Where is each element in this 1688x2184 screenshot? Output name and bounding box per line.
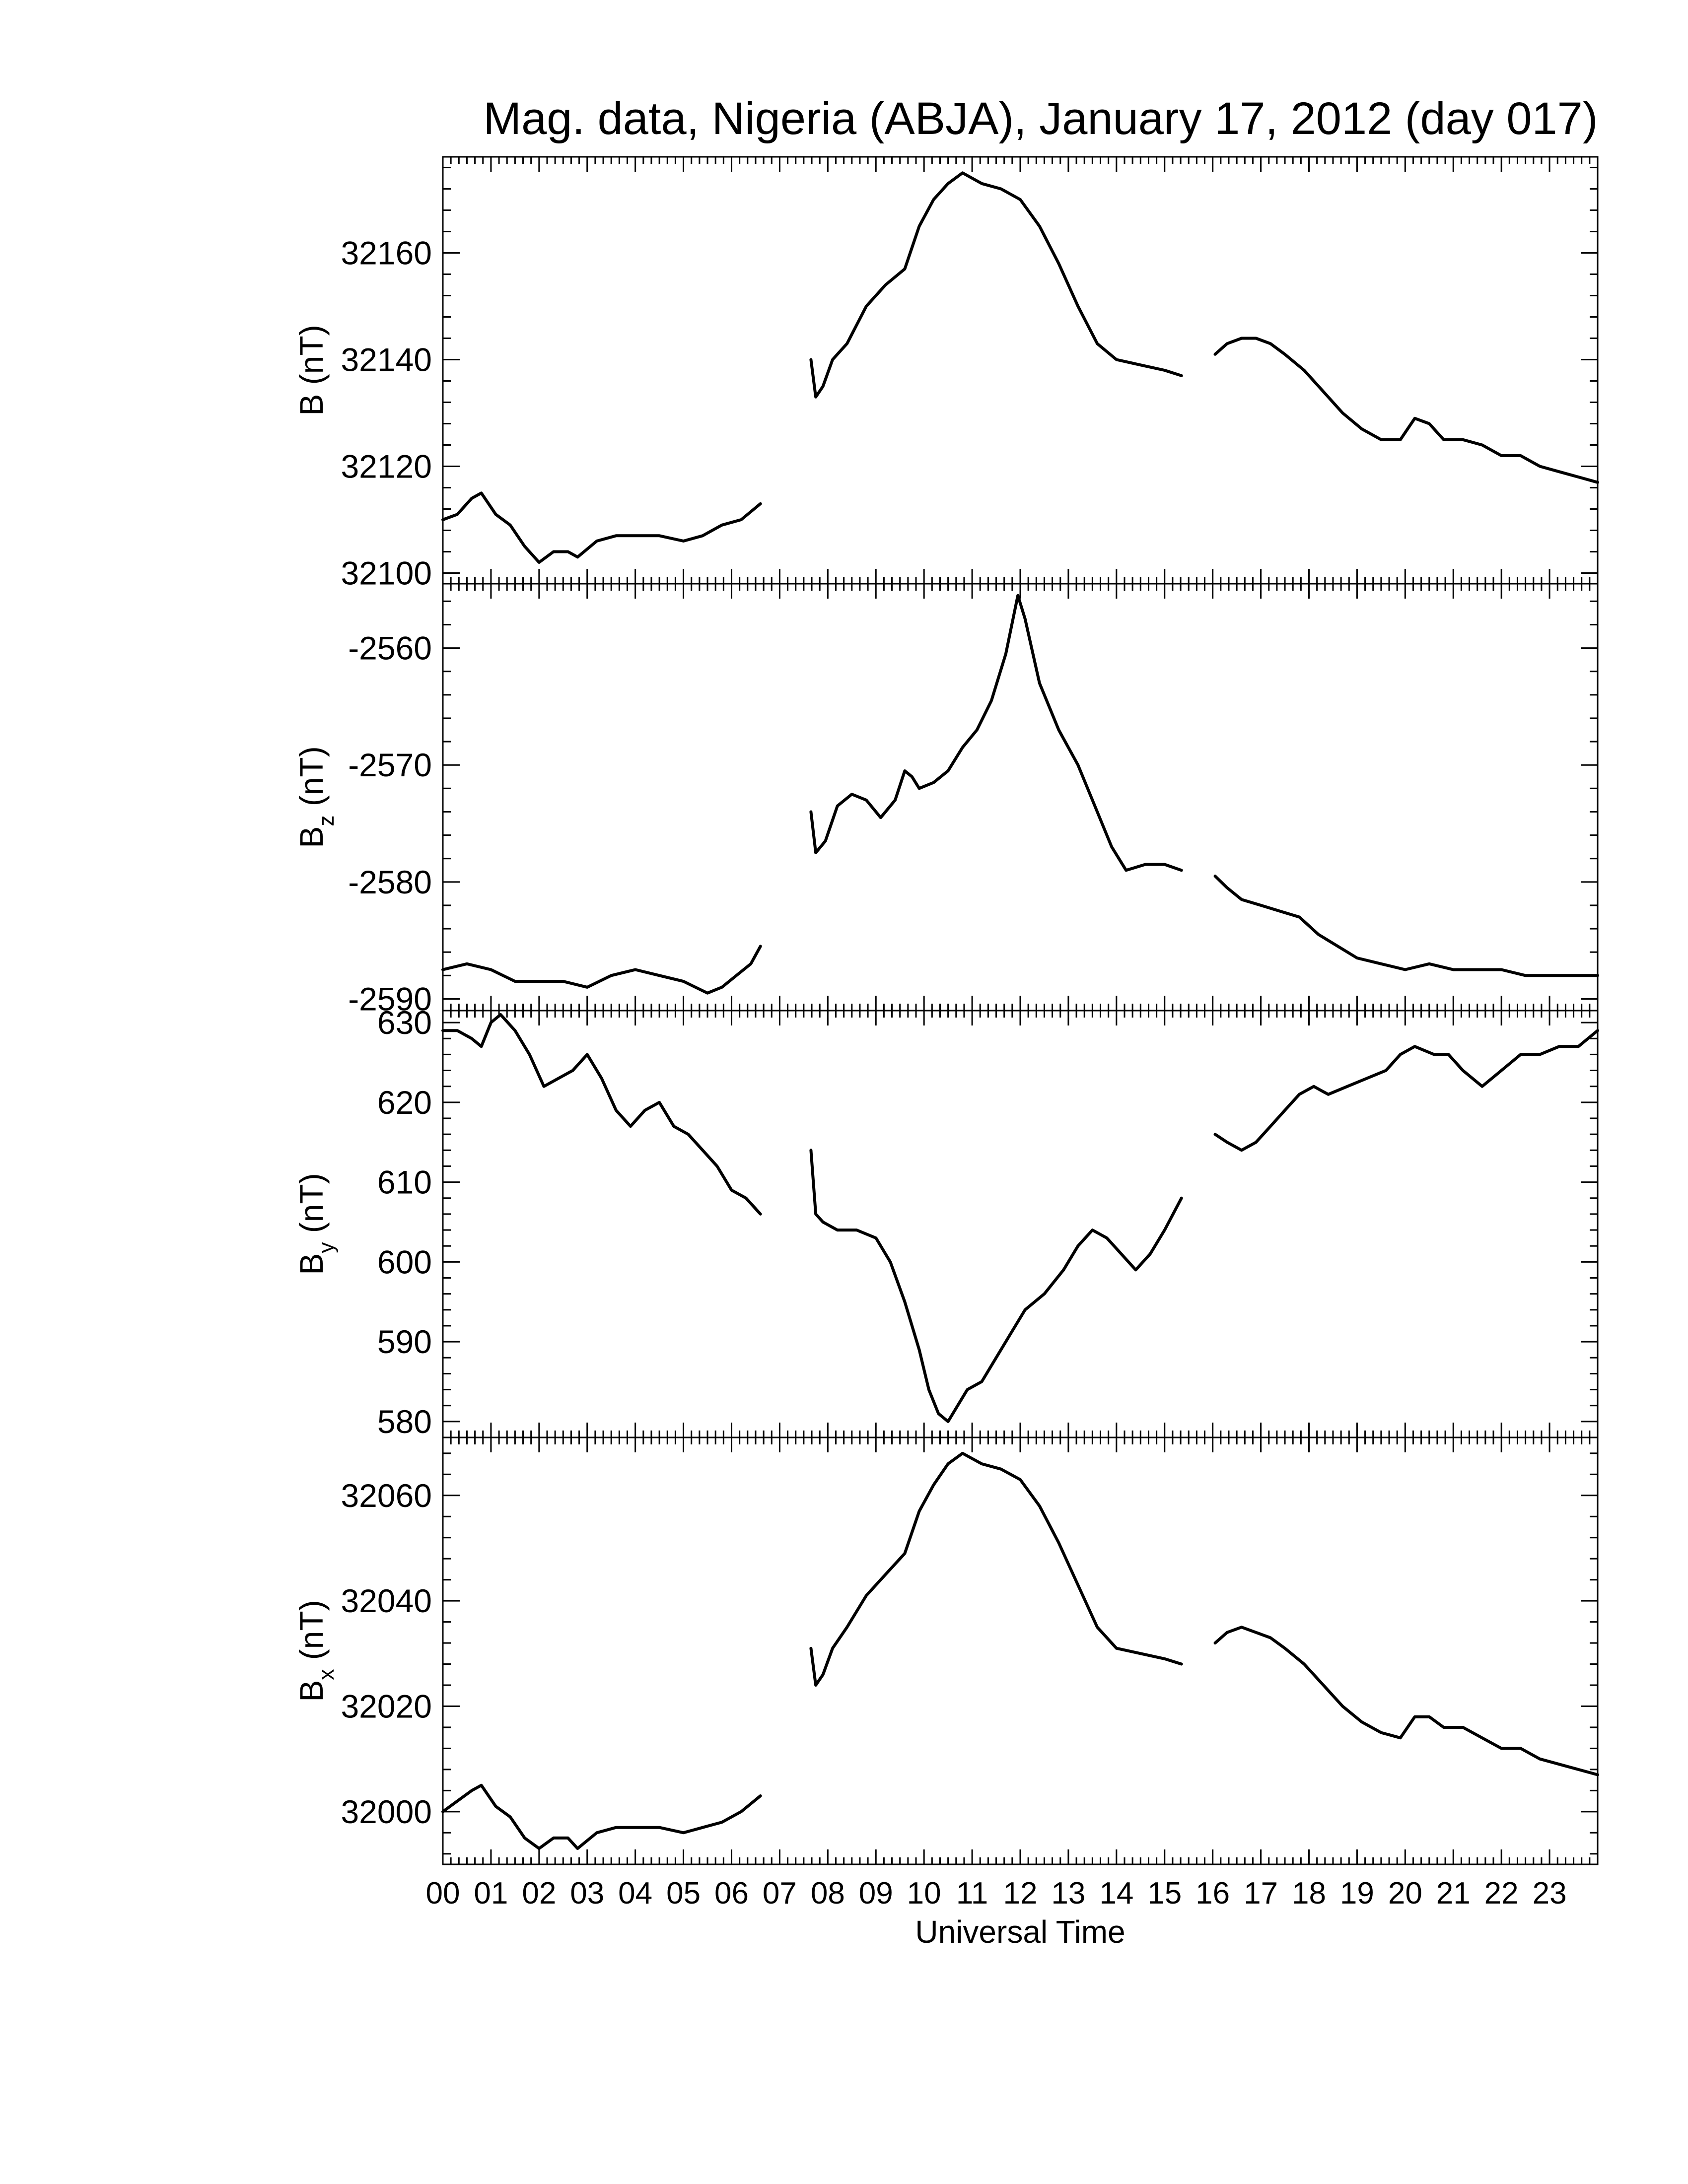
y-label-symbol: B (293, 1680, 330, 1702)
x-tick-label: 18 (1292, 1876, 1326, 1911)
y-tick-label: 32160 (341, 235, 432, 272)
x-tick-label: 09 (859, 1876, 893, 1911)
y-tick-label: 32120 (341, 448, 432, 485)
x-tick-label: 22 (1484, 1876, 1519, 1911)
y-axis-label: Bx (nT) (293, 1600, 339, 1702)
trace-segment-1 (809, 171, 1183, 399)
figure-title: Mag. data, Nigeria (ABJA), January 17, 2… (484, 93, 1598, 144)
x-tick-label: 13 (1051, 1876, 1085, 1911)
y-tick-label: 610 (377, 1164, 432, 1201)
x-tick-label: 11 (956, 1876, 988, 1911)
y-tick-label: -2570 (348, 747, 432, 783)
y-tick-label: 600 (377, 1243, 432, 1280)
y-tick-label: 32020 (341, 1688, 432, 1724)
x-tick-label: 02 (522, 1876, 556, 1911)
x-tick-label: 08 (811, 1876, 845, 1911)
x-tick-label: 04 (618, 1876, 652, 1911)
panel-0: 32100 32120 32140 32160 B (nT) (293, 156, 1599, 592)
x-axis: 00 01 02 03 04 05 06 07 08 09 10 11 12 13 14 15 16 17 18 19… (426, 1876, 1567, 1911)
trace-segment-0 (441, 945, 762, 995)
x-tick-label: 07 (763, 1876, 797, 1911)
trace-segment-1 (809, 1149, 1183, 1423)
y-axis-label: Bz (nT) (293, 746, 339, 848)
y-axis-label: B (nT) (293, 325, 330, 415)
trace-segment-0 (441, 1783, 762, 1850)
y-tick-label: 590 (377, 1323, 432, 1360)
y-label-symbol: B (293, 1253, 330, 1275)
y-label-symbol: B (293, 826, 330, 848)
y-label-unit: (nT) (293, 1173, 330, 1242)
y-label-subscript: y (314, 1242, 339, 1253)
panel-3: 32000 32020 32040 32060 Bx (nT) (293, 1436, 1599, 1865)
trace-segment-2 (1213, 875, 1599, 977)
y-tick-label: 32060 (341, 1477, 432, 1514)
x-tick-label: 14 (1099, 1876, 1133, 1911)
y-tick-label: 32140 (341, 341, 432, 378)
y-label-symbol: B (293, 394, 330, 416)
y-label-unit: (nT) (293, 1600, 330, 1669)
x-tick-label: 16 (1196, 1876, 1230, 1911)
x-tick-label: 20 (1388, 1876, 1422, 1911)
trace-segment-2 (1213, 1626, 1599, 1776)
trace-segment-1 (809, 594, 1183, 872)
y-tick-label: 32000 (341, 1793, 432, 1830)
x-tick-label: 05 (666, 1876, 701, 1911)
y-tick-label: -2590 (348, 980, 432, 1017)
trace-segment-0 (441, 1013, 762, 1216)
x-tick-label: 06 (714, 1876, 749, 1911)
panels-group: 32100 32120 32140 32160 B (nT) -2590 -2580 -257… (293, 156, 1599, 1865)
y-axis-label: By (nT) (293, 1173, 339, 1275)
y-label-subscript: x (314, 1669, 339, 1680)
panel-2: 580 590 600 610 620 630 By (nT) (293, 1004, 1599, 1440)
x-axis-label: Universal Time (915, 1914, 1125, 1950)
trace-segment-2 (1213, 1029, 1599, 1152)
x-tick-label: 23 (1533, 1876, 1567, 1911)
trace-segment-2 (1213, 337, 1599, 484)
y-tick-label: 32040 (341, 1582, 432, 1619)
y-tick-label: 620 (377, 1084, 432, 1121)
x-tick-label: 10 (907, 1876, 941, 1911)
y-label-subscript: z (314, 816, 339, 826)
y-tick-label: 32100 (341, 555, 432, 592)
x-tick-label: 03 (570, 1876, 604, 1911)
y-label-unit: (nT) (293, 325, 330, 394)
y-tick-label: 630 (377, 1004, 432, 1041)
x-tick-label: 15 (1147, 1876, 1182, 1911)
y-label-unit: (nT) (293, 746, 330, 815)
y-tick-label: 580 (377, 1403, 432, 1440)
x-tick-label: 17 (1244, 1876, 1278, 1911)
x-tick-label: 12 (1003, 1876, 1038, 1911)
trace-segment-1 (809, 1451, 1183, 1687)
trace-segment-0 (441, 491, 762, 564)
x-tick-label: 19 (1340, 1876, 1374, 1911)
x-tick-label: 01 (474, 1876, 508, 1911)
y-tick-label: -2580 (348, 864, 432, 900)
x-tick-label: 21 (1436, 1876, 1471, 1911)
y-tick-label: -2560 (348, 630, 432, 667)
x-tick-label: 00 (426, 1876, 460, 1911)
